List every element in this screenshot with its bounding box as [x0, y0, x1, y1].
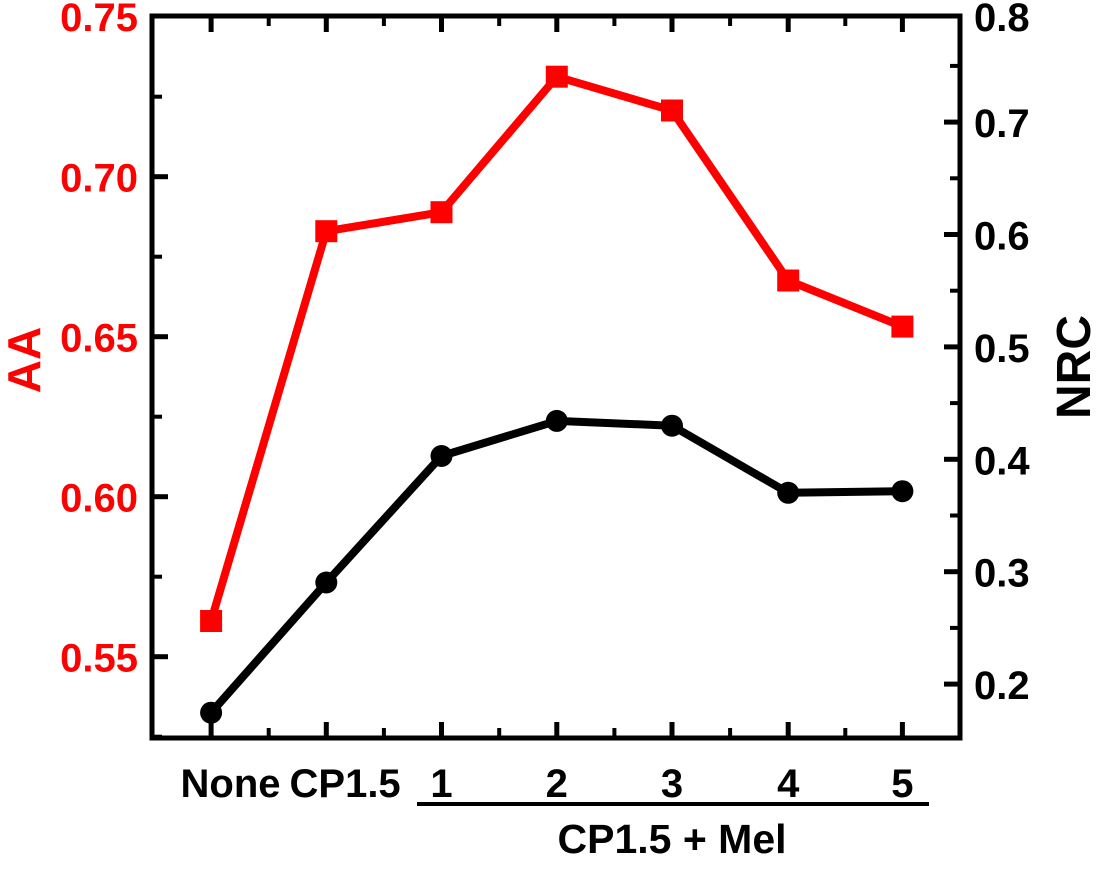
svg-text:3: 3: [661, 762, 683, 806]
svg-text:0.2: 0.2: [974, 664, 1030, 708]
svg-text:4: 4: [777, 762, 800, 806]
svg-text:0.8: 0.8: [974, 0, 1030, 40]
svg-text:0.65: 0.65: [60, 317, 138, 361]
svg-text:0.5: 0.5: [974, 327, 1030, 371]
svg-text:AA: AA: [0, 327, 50, 393]
svg-text:2: 2: [546, 762, 568, 806]
svg-text:0.4: 0.4: [974, 439, 1030, 483]
svg-text:0.70: 0.70: [60, 157, 138, 201]
svg-text:0.60: 0.60: [60, 477, 138, 521]
svg-text:None: None: [181, 762, 281, 806]
svg-text:0.3: 0.3: [974, 552, 1030, 596]
svg-text:5: 5: [891, 762, 913, 806]
svg-text:0.55: 0.55: [60, 637, 138, 681]
svg-text:1: 1: [430, 762, 452, 806]
svg-text:CP1.5: CP1.5: [290, 762, 401, 806]
svg-text:CP1.5 + Mel: CP1.5 + Mel: [557, 816, 786, 862]
svg-text:NRC: NRC: [1048, 315, 1101, 419]
svg-text:0.7: 0.7: [974, 102, 1030, 146]
svg-text:0.75: 0.75: [60, 0, 138, 40]
svg-text:0.6: 0.6: [974, 215, 1030, 259]
